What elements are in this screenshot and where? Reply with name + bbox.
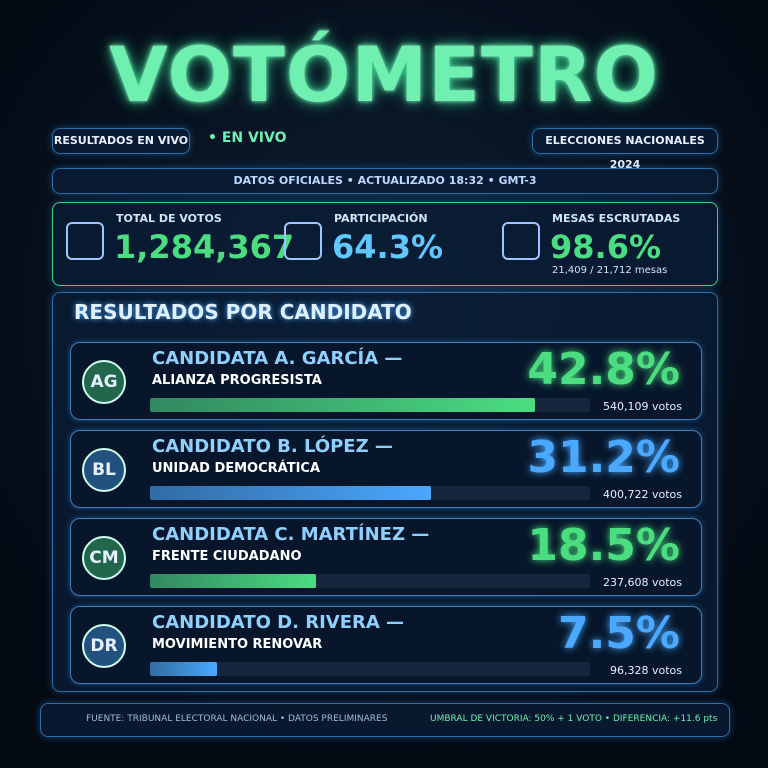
votes: 237,608 votos: [603, 576, 682, 589]
avatar: CM: [82, 536, 126, 580]
stat-value: 1,284,367: [114, 228, 295, 266]
bar-track: [150, 662, 590, 676]
candidate-name: CANDIDATA A. GARCÍA —: [152, 348, 403, 369]
share: 31.2%: [527, 432, 680, 483]
share-bar: [150, 486, 431, 500]
stats-panel: [52, 202, 718, 286]
title: VOTÓMETRO: [108, 30, 660, 119]
avatar: BL: [82, 448, 126, 492]
avatar: AG: [82, 360, 126, 404]
stat-label: TOTAL DE VOTOS: [116, 212, 222, 225]
candidate-name: CANDIDATO D. RIVERA —: [152, 612, 405, 633]
live-status: • EN VIVO: [208, 130, 287, 146]
share-bar: [150, 398, 535, 412]
share: 42.8%: [527, 344, 680, 395]
election-badge: ELECCIONES NACIONALES 2024: [532, 128, 718, 171]
footer: [40, 703, 730, 737]
candidate-name: CANDIDATA C. MARTÍNEZ —: [152, 524, 430, 545]
share-bar: [150, 662, 218, 676]
stat-value: 64.3%: [332, 228, 444, 266]
share-bar: [150, 574, 317, 588]
stat-icon: [502, 222, 540, 260]
results-title: RESULTADOS POR CANDIDATO: [74, 300, 412, 324]
stat-value: 98.6%: [550, 228, 662, 266]
live-badge: RESULTADOS EN VIVO: [52, 128, 190, 154]
stat-label: PARTICIPACIÓN: [334, 212, 428, 225]
stat-icon: [66, 222, 104, 260]
votes: 540,109 votos: [603, 400, 682, 413]
stat-icon: [284, 222, 322, 260]
status-bar: DATOS OFICIALES • ACTUALIZADO 18:32 • GM…: [52, 168, 718, 194]
avatar: DR: [82, 624, 126, 668]
candidate-name: CANDIDATO B. LÓPEZ —: [152, 436, 393, 457]
votes: 96,328 votos: [610, 664, 682, 677]
stat-label: MESAS ESCRUTADAS: [552, 212, 681, 225]
party: FRENTE CIUDADANO: [152, 549, 302, 564]
stat-detail: 21,409 / 21,712 mesas: [552, 265, 668, 276]
votes: 400,722 votos: [603, 488, 682, 501]
party: UNIDAD DEMOCRÁTICA: [152, 461, 321, 476]
share: 7.5%: [557, 608, 680, 659]
footer-note: UMBRAL DE VICTORIA: 50% + 1 VOTO • DIFER…: [430, 714, 718, 724]
party: MOVIMIENTO RENOVAR: [152, 637, 323, 652]
footer-source: FUENTE: TRIBUNAL ELECTORAL NACIONAL • DA…: [86, 714, 388, 724]
share: 18.5%: [527, 520, 680, 571]
party: ALIANZA PROGRESISTA: [152, 373, 322, 388]
